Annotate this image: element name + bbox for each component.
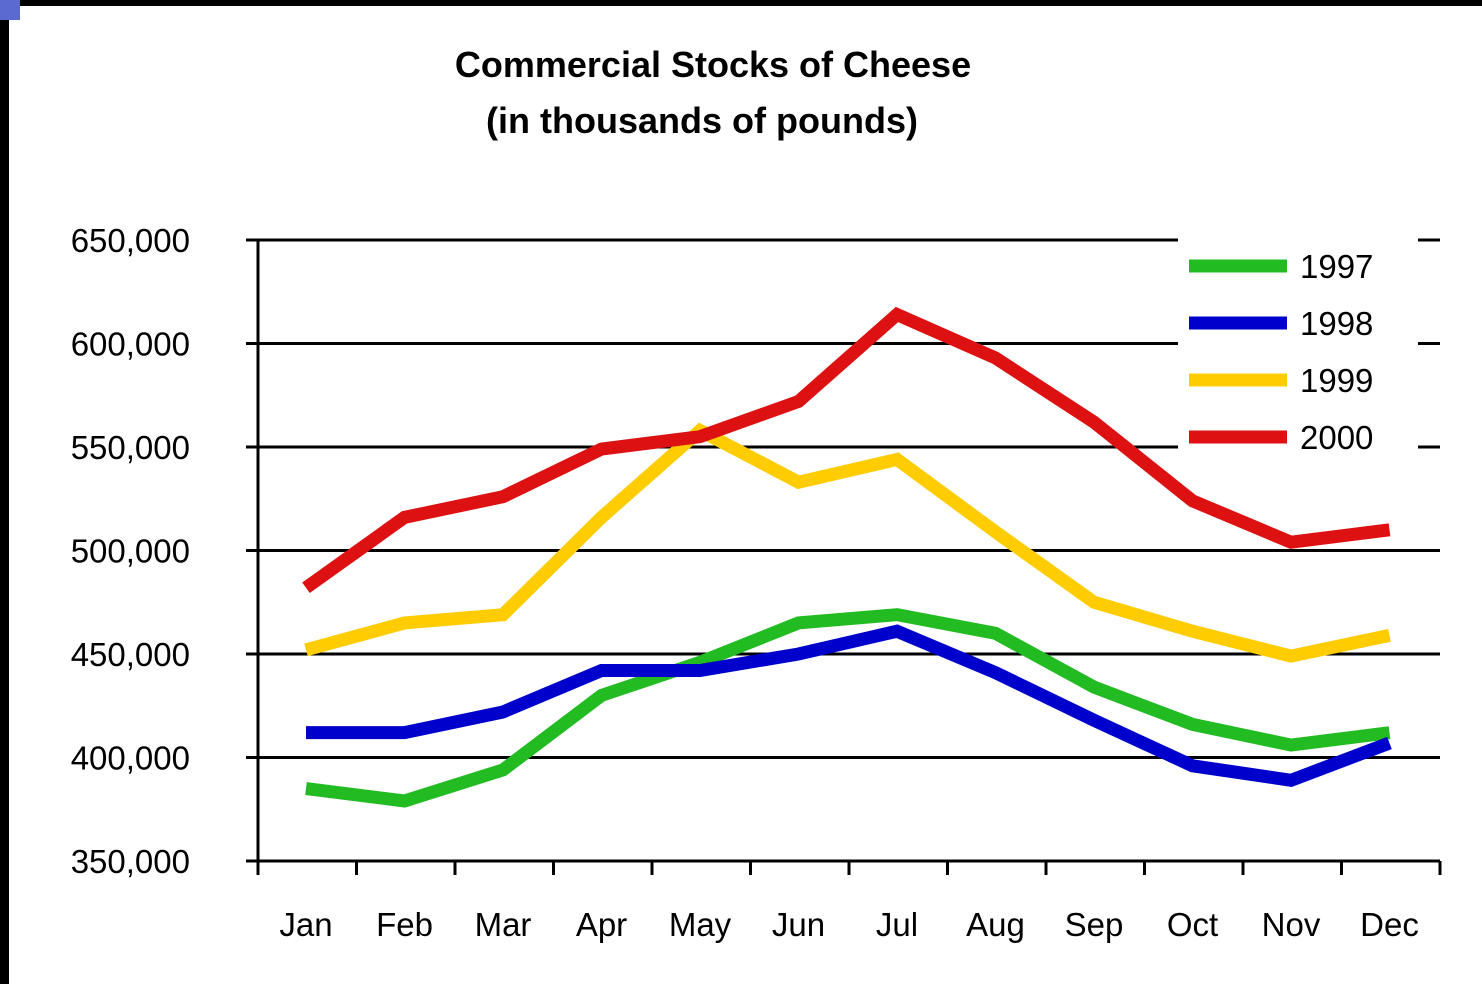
x-tick-label: Mar (475, 906, 532, 943)
series-line-2000 (302, 306, 1391, 594)
series-line-1997 (305, 608, 1391, 808)
y-tick-label: 550,000 (71, 429, 190, 466)
x-tick-label: Sep (1065, 906, 1124, 943)
chart-title: Commercial Stocks of Cheese (455, 44, 971, 85)
y-tick-label: 350,000 (71, 843, 190, 880)
x-tick-label: Jun (772, 906, 825, 943)
legend-label: 1999 (1300, 362, 1373, 399)
legend-label: 2000 (1300, 419, 1373, 456)
y-tick-label: 500,000 (71, 533, 190, 570)
y-tick-label: 650,000 (71, 222, 190, 259)
x-tick-label: Nov (1262, 906, 1321, 943)
slide-top-border (0, 0, 1482, 6)
series-line-1999 (304, 422, 1391, 663)
x-tick-label: Feb (376, 906, 433, 943)
series-line-1998 (306, 624, 1392, 787)
y-tick-label: 400,000 (71, 740, 190, 777)
y-tick-label: 600,000 (71, 326, 190, 363)
series-lines (302, 306, 1392, 808)
x-tick-label: Apr (576, 906, 627, 943)
legend-label: 1997 (1300, 248, 1373, 285)
legend-label: 1998 (1300, 305, 1373, 342)
y-tick-label: 450,000 (71, 636, 190, 673)
chart-subtitle: (in thousands of pounds) (486, 100, 918, 141)
x-tick-label: Oct (1167, 906, 1218, 943)
slide-corner-accent (0, 0, 20, 20)
x-tick-label: Aug (966, 906, 1025, 943)
slide-left-border (0, 0, 9, 984)
legend: 1997 1998 1999 2000 (1178, 238, 1418, 470)
x-tick-label: May (669, 906, 732, 943)
axes: 350,000 400,000 450,000 500,000 550,000 600,0… (71, 222, 1442, 943)
x-tick-label: Dec (1360, 906, 1419, 943)
x-tick-label: Jan (279, 906, 332, 943)
x-tick-label: Jul (876, 906, 918, 943)
